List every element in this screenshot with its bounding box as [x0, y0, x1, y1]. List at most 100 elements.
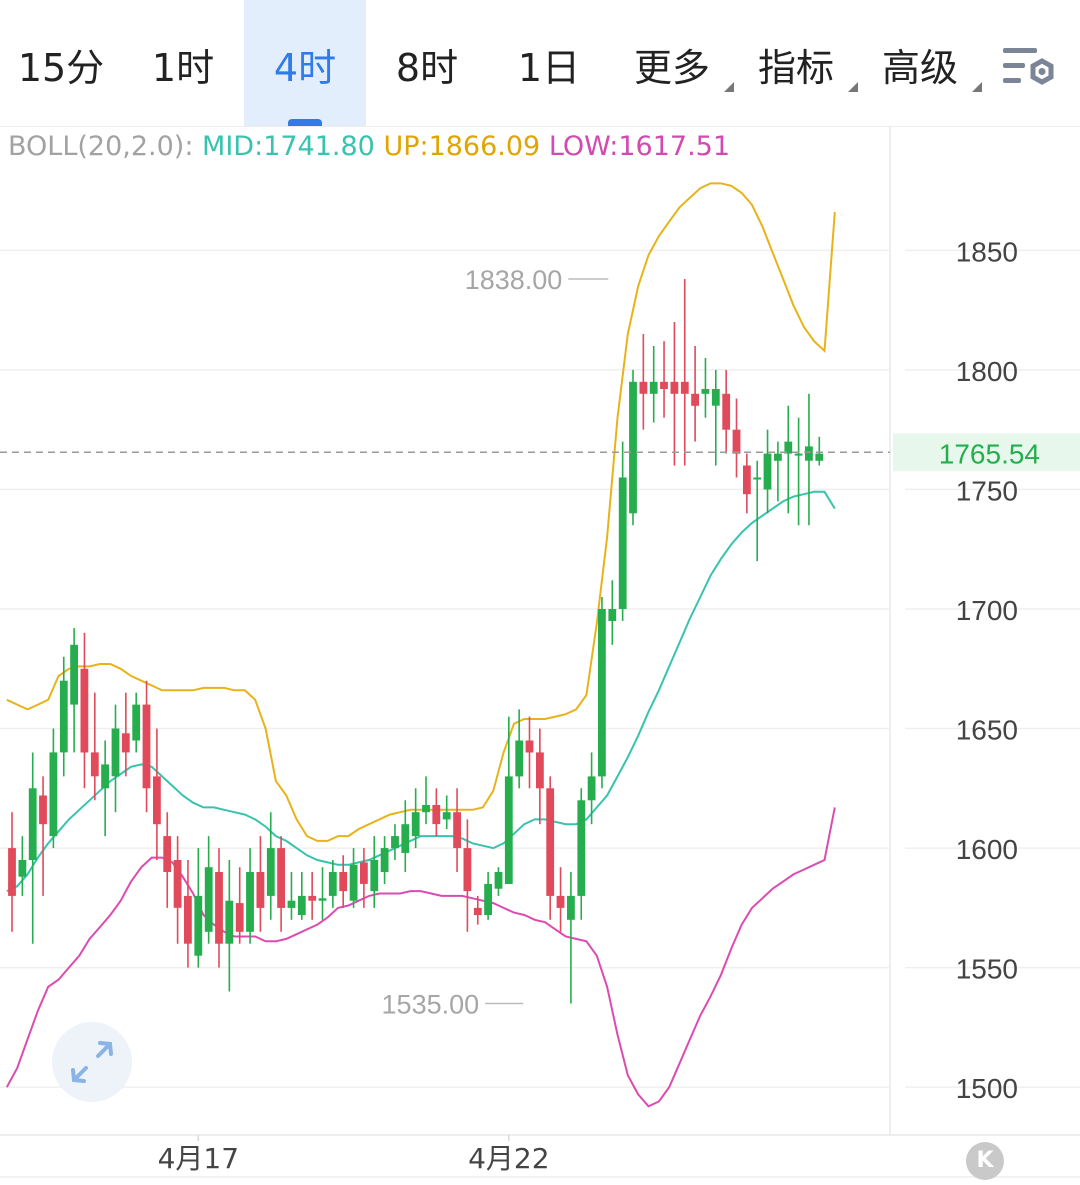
boll-mid-value: 1741.80	[263, 131, 375, 162]
candle-body	[422, 805, 430, 813]
boll-upper-band-line	[6, 182, 836, 842]
tab-1h[interactable]: 1时	[122, 0, 244, 126]
candle-body	[784, 441, 793, 454]
candle-body	[184, 895, 192, 944]
tab-label: 高级	[881, 46, 958, 90]
y-tick-label: 1650	[956, 715, 1018, 746]
low-annotation-label: 1535.00	[382, 989, 480, 1019]
candle-body	[815, 453, 824, 461]
candle-body	[515, 740, 524, 777]
candle-body	[204, 867, 213, 932]
candle-body	[18, 860, 27, 877]
k-badge-button[interactable]: K	[966, 1142, 1004, 1180]
candle-body	[701, 389, 710, 394]
candle-body	[453, 812, 461, 849]
tab-indicators-dropdown[interactable]: 指标	[736, 0, 858, 126]
tab-more-dropdown[interactable]: 更多	[612, 0, 734, 126]
y-tick-label: 1750	[956, 475, 1018, 506]
boll-mid-label: MID:	[202, 131, 264, 162]
candle-body	[266, 848, 275, 896]
candle-body	[111, 728, 120, 777]
candle-body	[49, 752, 58, 837]
candle-body	[391, 836, 399, 849]
candle-body	[680, 381, 689, 394]
candle-body	[287, 900, 296, 908]
k-badge-label: K	[976, 1148, 994, 1173]
candle-body	[318, 898, 327, 901]
tab-label: 指标	[757, 46, 834, 90]
candle-body	[370, 860, 379, 892]
candle-body	[360, 862, 368, 884]
boll-mid-band-line	[6, 490, 836, 893]
candle-body	[442, 812, 451, 820]
chart-settings-icon[interactable]	[1000, 44, 1058, 94]
tab-4h[interactable]: 4时	[244, 0, 366, 126]
tab-label: 1时	[151, 46, 215, 90]
candle-body	[225, 900, 234, 944]
candle-body	[639, 381, 648, 394]
y-tick-label: 1850	[956, 236, 1018, 267]
candle-body	[473, 907, 482, 916]
candle-body	[173, 860, 182, 908]
tab-8h[interactable]: 8时	[366, 0, 488, 126]
boll-low-label: LOW:	[548, 131, 619, 162]
boll-lower-band-line	[5, 807, 836, 1108]
dropdown-caret-icon	[972, 82, 982, 92]
candle-body	[90, 752, 99, 777]
y-tick-label: 1500	[956, 1073, 1018, 1104]
y-tick-label: 1700	[956, 595, 1018, 626]
candle-body	[121, 733, 130, 753]
candle-body	[794, 453, 803, 456]
boll-name: BOLL(20,2.0):	[8, 131, 194, 162]
candle-body	[546, 788, 555, 896]
candle-body	[215, 872, 223, 944]
candle-body	[308, 895, 317, 901]
candle-body	[256, 872, 265, 908]
candle-body	[691, 393, 699, 406]
candle-body	[670, 381, 679, 394]
tab-1d[interactable]: 1日	[488, 0, 610, 126]
boll-low-value: 1617.51	[618, 131, 731, 162]
candle-body	[494, 872, 503, 889]
y-tick-label: 1600	[956, 834, 1018, 865]
candle-body	[8, 848, 16, 896]
candle-body	[142, 704, 151, 789]
candle-body	[380, 848, 389, 872]
candle-body	[70, 644, 78, 705]
candle-body	[525, 740, 534, 753]
candle-body	[743, 465, 751, 495]
candle-body	[401, 824, 410, 853]
candle-body	[763, 453, 772, 490]
candle-body	[504, 776, 513, 884]
candle-body	[163, 836, 172, 872]
candle-body	[805, 446, 813, 461]
boll-up-value: 1866.09	[428, 131, 541, 162]
candle-body	[587, 776, 596, 801]
tab-label: 更多	[633, 46, 710, 90]
candle-body	[556, 895, 565, 908]
candle-body	[536, 752, 544, 789]
dropdown-caret-icon	[848, 82, 858, 92]
candle-body	[339, 872, 348, 892]
candle-body	[80, 668, 89, 753]
last-price-tag	[893, 433, 1080, 472]
candle-body	[153, 776, 161, 825]
candle-body	[711, 389, 720, 406]
candle-body	[28, 788, 37, 860]
candle-body	[484, 883, 492, 915]
tab-label: 4时	[273, 46, 337, 90]
candle-body	[297, 895, 306, 915]
expand-button[interactable]	[52, 1022, 132, 1102]
candle-body	[722, 393, 731, 430]
candle-body	[39, 795, 47, 825]
candle-body	[246, 872, 254, 932]
tab-15min[interactable]: 15分	[0, 0, 122, 126]
timeframe-tabbar: 15分 1时 4时 8时 1日 更多 指标 高级	[0, 0, 1080, 127]
candle-body	[132, 704, 141, 741]
dropdown-caret-icon	[724, 82, 734, 92]
candle-body	[277, 848, 285, 908]
candle-body	[608, 609, 617, 621]
candle-body	[463, 848, 472, 892]
tab-advanced-dropdown[interactable]: 高级	[860, 0, 982, 126]
